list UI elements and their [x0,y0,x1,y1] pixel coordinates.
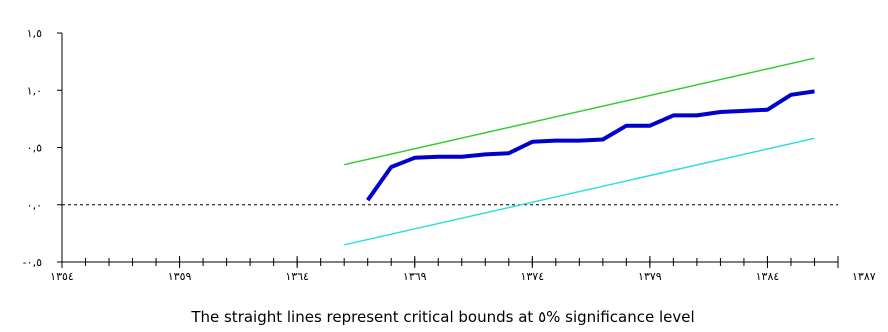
chart-caption: The straight lines represent critical bo… [190,308,694,326]
lower-bound-line [344,137,815,246]
y-tick-label: ۰,٥ [27,142,42,155]
statistic-line [366,89,815,202]
x-tick-label: ۱۳۸٤ [756,270,780,283]
x-tick-label: ۱۳۸۷ [852,270,876,283]
x-tick-label: ۱۳۷٤ [520,270,544,283]
y-tick-label: ۱,۰ [27,84,42,97]
y-tick-label: ۰,۰ [27,199,42,212]
x-tick-label: ۱۳٥۹ [168,270,192,283]
x-tick-label: ۱۳٥٤ [50,270,74,283]
plot-area: -۰,٥ ۰,۰ ۰,٥ ۱,۰ ۱,٥ ۱۳٥٤ ۱۳٥۹ ۱۳٦٤ ۱۳٦۹ ۱۳۷٤ ۱۳۷۹… [23,27,876,283]
y-tick-label: -۰,٥ [23,256,42,269]
upper-bound-line [344,57,815,166]
x-tick-label: ۱۳۷۹ [638,270,662,283]
x-tick-label: ۱۳٦۹ [403,270,427,283]
x-tick-label: ۱۳٦٤ [285,270,309,283]
y-tick-label: ۱,٥ [27,27,42,40]
